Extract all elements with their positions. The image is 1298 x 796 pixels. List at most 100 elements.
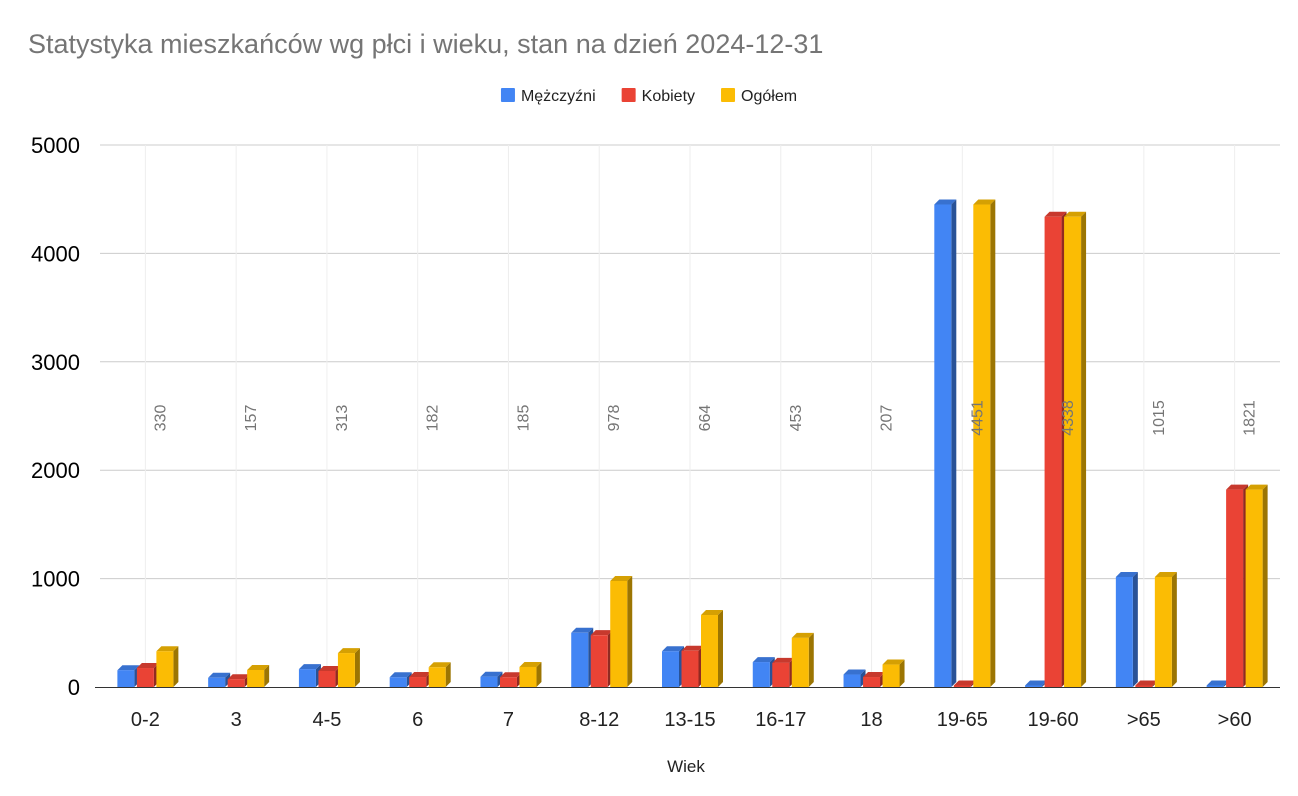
bar-top <box>428 662 451 668</box>
bar <box>480 671 503 687</box>
bar-top <box>156 646 179 652</box>
bar <box>1135 680 1158 687</box>
bar-front <box>389 677 407 687</box>
bar <box>681 645 704 687</box>
bar <box>1044 211 1067 687</box>
bar <box>389 672 412 687</box>
x-tick-label: 6 <box>412 709 423 731</box>
bar-side <box>899 659 905 687</box>
bar-front <box>863 677 881 687</box>
bar-top <box>499 672 522 678</box>
legend-item: Ogółem <box>721 88 797 105</box>
bar-front <box>499 677 517 687</box>
bar-front <box>610 580 628 687</box>
legend-label: Ogółem <box>741 88 797 105</box>
bar-front <box>590 635 608 687</box>
chart-title: Statystyka mieszkańców wg płci i wieku, … <box>28 29 823 59</box>
y-tick-label: 2000 <box>31 458 80 483</box>
y-tick-label: 1000 <box>31 567 80 592</box>
bar-top <box>227 674 250 680</box>
bar-front <box>973 204 991 687</box>
bar-top <box>681 645 704 651</box>
bar-front <box>1154 576 1172 687</box>
data-label: 4451 <box>969 400 986 436</box>
bar-top <box>409 672 432 678</box>
bar <box>701 610 723 687</box>
x-tick-label: 19-60 <box>1027 709 1078 731</box>
bar-top <box>117 665 140 671</box>
data-label: 330 <box>152 405 169 432</box>
bar-top <box>772 657 795 663</box>
bar-top <box>247 664 270 670</box>
data-label: 453 <box>788 405 805 432</box>
x-tick-label: 19-65 <box>937 709 988 731</box>
x-tick-label: 13-15 <box>664 709 715 731</box>
legend-swatch <box>621 88 636 102</box>
data-label: 313 <box>334 405 351 432</box>
data-label: 978 <box>606 405 623 432</box>
bar-front <box>117 670 135 687</box>
x-tick-label: 4-5 <box>312 709 341 731</box>
bar <box>863 672 886 687</box>
bar-top <box>571 627 594 633</box>
bar-side <box>990 199 996 687</box>
bar-front <box>1025 685 1043 687</box>
bar-top <box>519 661 542 667</box>
legend-item: Kobiety <box>621 88 695 105</box>
bar-top <box>318 665 341 671</box>
bar-front <box>752 662 770 687</box>
bar-front <box>480 676 498 687</box>
bar-front <box>156 651 174 687</box>
bar-top <box>1044 211 1067 217</box>
bar-front <box>1115 576 1133 687</box>
bar-top <box>934 199 957 205</box>
bar-front <box>791 637 809 687</box>
bar <box>156 646 179 687</box>
bar-top <box>752 657 775 663</box>
x-tick-label: 3 <box>231 709 242 731</box>
bar-top <box>791 632 814 638</box>
bar-front <box>681 650 699 687</box>
bar-front <box>519 666 537 687</box>
bars <box>117 199 1268 687</box>
bar <box>1226 484 1249 687</box>
y-tick-label: 5000 <box>31 133 80 158</box>
bar-top <box>953 680 976 686</box>
bar-side <box>445 662 451 687</box>
bar <box>117 665 140 687</box>
bar-top <box>843 669 866 675</box>
legend-label: Mężczyźni <box>521 88 596 105</box>
bar-side <box>718 610 723 687</box>
data-label: 664 <box>697 405 714 432</box>
bar-front <box>571 632 589 687</box>
bar <box>772 657 795 687</box>
x-axis-label: Wiek <box>667 757 705 776</box>
bar <box>934 199 957 687</box>
bar-top <box>662 646 684 652</box>
bar-front <box>1064 216 1082 687</box>
data-label: 207 <box>879 405 896 432</box>
bar <box>1025 680 1048 687</box>
bar-top <box>590 630 613 636</box>
bar-front <box>136 668 154 687</box>
bar <box>752 657 775 687</box>
bar <box>1154 571 1177 687</box>
y-tick-label: 3000 <box>31 350 80 375</box>
data-labels: 330 157 313 182 185 978 664 453 207 4451 4338 1015 1… <box>152 400 1258 436</box>
data-label: 1821 <box>1242 400 1259 436</box>
bar-top <box>298 664 321 670</box>
bar-front <box>1245 489 1263 687</box>
bar <box>1245 484 1268 687</box>
bar <box>1206 680 1229 687</box>
bar-top <box>863 672 886 678</box>
data-label: 1015 <box>1151 400 1168 436</box>
bar <box>227 674 250 687</box>
x-tick-label: 18 <box>860 709 882 731</box>
legend: Mężczyźni Kobiety Ogółem <box>500 88 797 105</box>
bar-front <box>701 615 718 687</box>
bar-top <box>208 672 231 678</box>
bar <box>428 662 451 687</box>
bar <box>571 627 594 687</box>
bar <box>843 669 866 687</box>
bar-side <box>808 632 814 687</box>
